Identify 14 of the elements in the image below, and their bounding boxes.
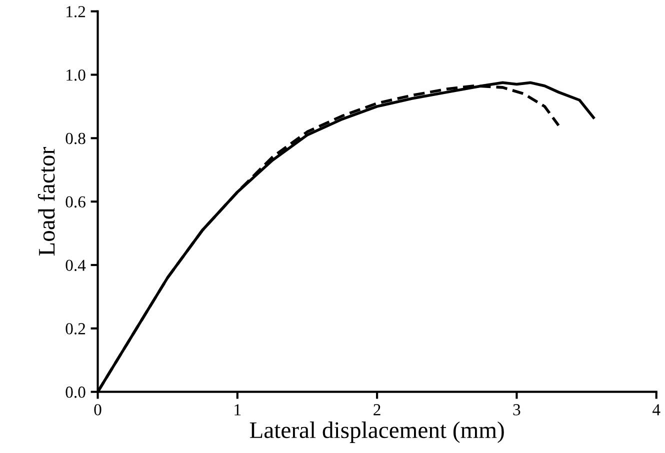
y-axis-title: Load factor [38, 147, 55, 256]
y-tick-label: 1.2 [66, 6, 86, 18]
y-tick-label: 0.8 [66, 132, 86, 144]
y-tick-label: 0.4 [66, 260, 86, 272]
x-tick-label: 0 [94, 404, 102, 416]
x-tick-label: 3 [513, 404, 520, 416]
x-tick-label: 1 [234, 404, 241, 416]
x-tick-label: 2 [374, 404, 380, 416]
y-tick-label: 1.0 [66, 69, 86, 81]
x-tick-label: 4 [652, 404, 660, 416]
y-tick-label: 0.2 [66, 323, 86, 334]
y-tick-label: 0.6 [66, 196, 86, 208]
y-tick-label: 0.0 [66, 386, 86, 398]
x-axis-title: Lateral displacement (mm) [250, 422, 504, 443]
